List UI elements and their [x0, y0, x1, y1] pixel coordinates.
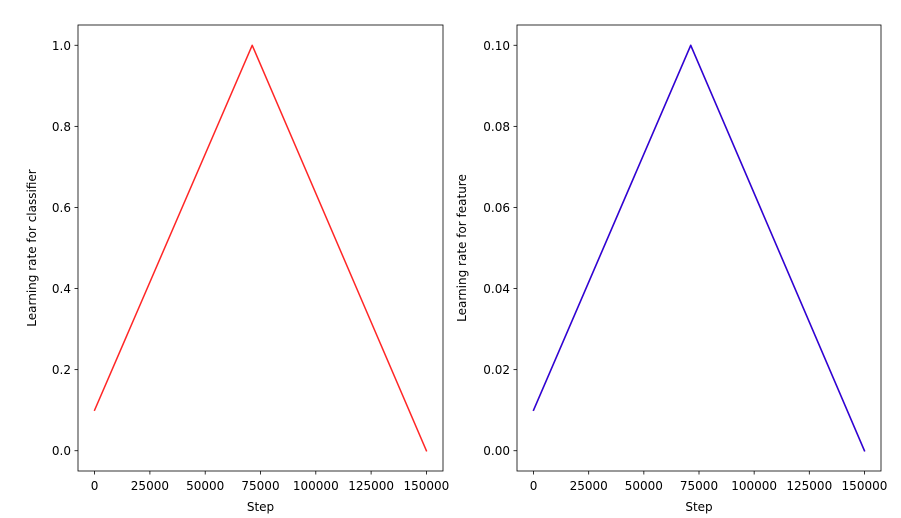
x-tick-label: 125000	[348, 479, 394, 493]
axes-frame	[77, 24, 444, 472]
x-tick-label: 125000	[786, 479, 832, 493]
chart-classifier: 0 25000 50000 75000 100000 125000 150000 0.0 0.2…	[25, 24, 450, 514]
x-tick-label: 75000	[241, 479, 279, 493]
x-tick-label: 0	[91, 479, 99, 493]
y-tick-label: 0.06	[483, 201, 510, 215]
x-tick-label: 50000	[625, 479, 663, 493]
x-tick-label: 50000	[186, 479, 224, 493]
y-tick-label: 0.0	[52, 444, 71, 458]
y-tick-label: 0.2	[52, 363, 71, 377]
x-tick-label: 25000	[131, 479, 169, 493]
series-line-0	[532, 44, 866, 452]
chart-feature: 0 25000 50000 75000 100000 125000 150000 0.00 0.…	[455, 24, 888, 514]
series-line-0	[93, 44, 428, 452]
x-tick-label: 150000	[404, 479, 450, 493]
x-tick-label: 75000	[680, 479, 718, 493]
axes-frame	[516, 24, 882, 472]
y-tick-label: 0.6	[52, 201, 71, 215]
x-tick-label: 25000	[570, 479, 608, 493]
series-line-1	[532, 44, 866, 452]
x-tick-label: 0	[530, 479, 538, 493]
x-tick-label: 100000	[731, 479, 777, 493]
x-axis-label: Step	[247, 500, 274, 514]
x-tick-label: 100000	[293, 479, 339, 493]
x-axis-label: Step	[685, 500, 712, 514]
y-tick-label: 0.04	[483, 282, 510, 296]
y-axis-label: Learning rate for feature	[455, 174, 469, 322]
y-tick-label: 0.8	[52, 120, 71, 134]
y-tick-label: 0.10	[483, 39, 510, 53]
y-tick-label: 0.00	[483, 444, 510, 458]
y-tick-label: 0.02	[483, 363, 510, 377]
y-tick-label: 1.0	[52, 39, 71, 53]
y-tick-label: 0.08	[483, 120, 510, 134]
x-tick-label: 150000	[842, 479, 888, 493]
y-tick-label: 0.4	[52, 282, 71, 296]
y-axis-label: Learning rate for classifier	[25, 169, 39, 326]
